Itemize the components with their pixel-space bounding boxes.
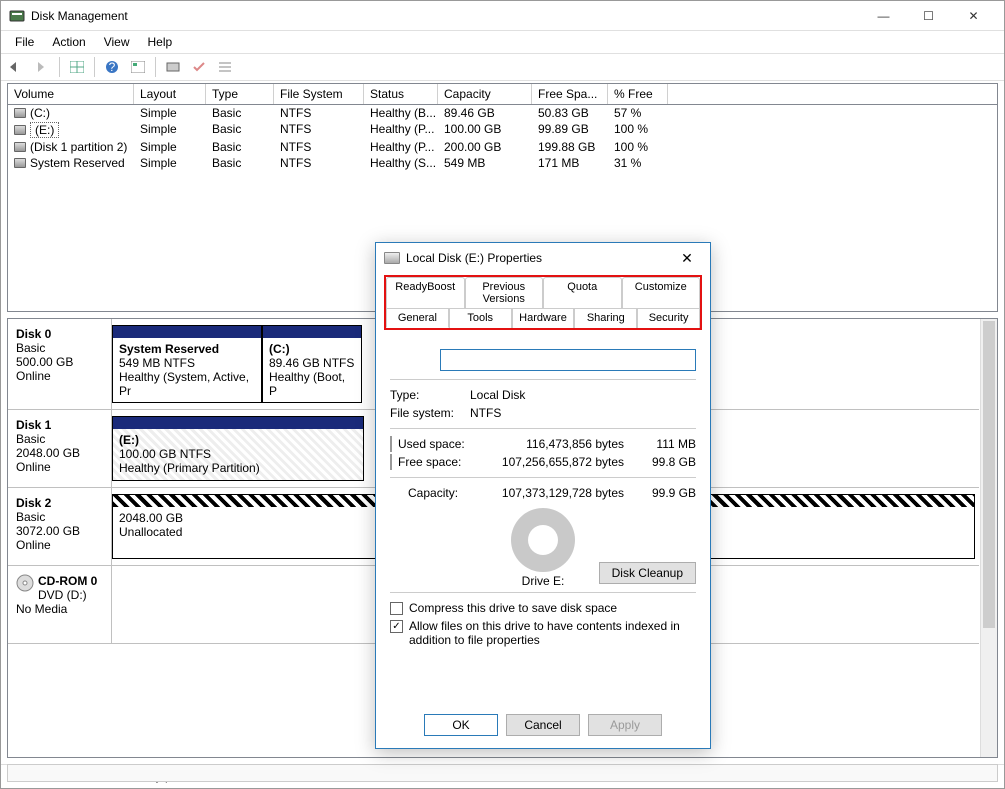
volume-row[interactable]: (E:)SimpleBasicNTFSHealthy (P...100.00 G… — [8, 121, 997, 139]
col-free[interactable]: Free Spa... — [532, 84, 608, 104]
free-label: Free space: — [398, 455, 461, 469]
col-status[interactable]: Status — [364, 84, 438, 104]
volume-name-input[interactable] — [440, 349, 696, 371]
tabs-highlight: ReadyBoostPrevious VersionsQuotaCustomiz… — [384, 275, 702, 330]
fs-label: File system: — [390, 406, 470, 420]
col-pct[interactable]: % Free — [608, 84, 668, 104]
menubar: File Action View Help — [1, 31, 1004, 53]
dialog-title: Local Disk (E:) Properties — [406, 251, 672, 265]
partition[interactable]: (E:)100.00 GB NTFSHealthy (Primary Parti… — [112, 416, 364, 481]
usage-pie-icon — [511, 508, 575, 572]
svg-text:?: ? — [109, 60, 116, 74]
back-button[interactable] — [5, 56, 27, 78]
col-capacity[interactable]: Capacity — [438, 84, 532, 104]
close-button[interactable]: ✕ — [951, 1, 996, 30]
type-value: Local Disk — [470, 388, 525, 402]
menu-help[interactable]: Help — [140, 33, 181, 51]
used-label: Used space: — [398, 437, 465, 451]
dialog-close-button[interactable]: ✕ — [672, 250, 702, 267]
view-grid-icon[interactable] — [66, 56, 88, 78]
titlebar: Disk Management — ☐ ✕ — [1, 1, 1004, 31]
minimize-button[interactable]: — — [861, 1, 906, 30]
partition[interactable]: (C:)89.46 GB NTFSHealthy (Boot, P — [262, 325, 362, 403]
settings-icon[interactable] — [127, 56, 149, 78]
volume-row[interactable]: System ReservedSimpleBasicNTFSHealthy (S… — [8, 155, 997, 171]
disk-label[interactable]: Disk 2Basic3072.00 GBOnline — [8, 488, 112, 565]
col-layout[interactable]: Layout — [134, 84, 206, 104]
tab-sharing[interactable]: Sharing — [574, 308, 637, 328]
index-checkbox[interactable]: ✓ — [390, 620, 403, 633]
tab-quota[interactable]: Quota — [543, 277, 622, 308]
menu-action[interactable]: Action — [44, 33, 93, 51]
volume-row[interactable]: (C:)SimpleBasicNTFSHealthy (B...89.46 GB… — [8, 105, 997, 121]
volume-icon — [390, 348, 418, 368]
compress-label: Compress this drive to save disk space — [409, 601, 617, 615]
maximize-button[interactable]: ☐ — [906, 1, 951, 30]
dialog-body: Type:Local Disk File system:NTFS Used sp… — [376, 336, 710, 704]
apply-icon[interactable] — [188, 56, 210, 78]
vertical-scrollbar[interactable] — [980, 319, 997, 757]
dialog-buttons: OK Cancel Apply — [376, 704, 710, 748]
ok-button[interactable]: OK — [424, 714, 498, 736]
cancel-button[interactable]: Cancel — [506, 714, 580, 736]
app-icon — [9, 8, 25, 24]
fs-value: NTFS — [470, 406, 501, 420]
tab-general[interactable]: General — [386, 308, 449, 328]
forward-button[interactable] — [31, 56, 53, 78]
index-label: Allow files on this drive to have conten… — [409, 619, 696, 647]
apply-button[interactable]: Apply — [588, 714, 662, 736]
tab-security[interactable]: Security — [637, 308, 700, 328]
type-label: Type: — [390, 388, 470, 402]
partition[interactable]: System Reserved549 MB NTFSHealthy (Syste… — [112, 325, 262, 403]
statusbar — [7, 764, 998, 782]
refresh-icon[interactable] — [162, 56, 184, 78]
free-human: 99.8 GB — [636, 455, 696, 469]
tab-tools[interactable]: Tools — [449, 308, 512, 328]
capacity-label: Capacity: — [390, 486, 490, 500]
disk-label[interactable]: Disk 1Basic2048.00 GBOnline — [8, 410, 112, 487]
drive-icon — [384, 252, 400, 264]
free-bytes: 107,256,655,872 bytes — [490, 455, 636, 469]
volume-row[interactable]: (Disk 1 partition 2)SimpleBasicNTFSHealt… — [8, 139, 997, 155]
toolbar: ? — [1, 53, 1004, 81]
disk-label[interactable]: Disk 0Basic500.00 GBOnline — [8, 319, 112, 409]
tab-previous versions[interactable]: Previous Versions — [465, 277, 544, 308]
col-type[interactable]: Type — [206, 84, 274, 104]
disk-label[interactable]: CD-ROM 0DVD (D:)No Media — [8, 566, 112, 643]
tab-readyboost[interactable]: ReadyBoost — [386, 277, 465, 308]
menu-view[interactable]: View — [96, 33, 138, 51]
dialog-titlebar: Local Disk (E:) Properties ✕ — [376, 243, 710, 273]
capacity-bytes: 107,373,129,728 bytes — [490, 486, 636, 500]
volume-list-header: Volume Layout Type File System Status Ca… — [8, 84, 997, 105]
used-swatch — [390, 436, 392, 452]
menu-file[interactable]: File — [7, 33, 42, 51]
tab-hardware[interactable]: Hardware — [512, 308, 575, 328]
used-bytes: 116,473,856 bytes — [490, 437, 636, 451]
list-icon[interactable] — [214, 56, 236, 78]
properties-dialog: Local Disk (E:) Properties ✕ ReadyBoostP… — [375, 242, 711, 749]
window-title: Disk Management — [31, 9, 861, 23]
disk-cleanup-button[interactable]: Disk Cleanup — [599, 562, 696, 584]
col-filesystem[interactable]: File System — [274, 84, 364, 104]
compress-checkbox[interactable] — [390, 602, 403, 615]
free-swatch — [390, 454, 392, 470]
capacity-human: 99.9 GB — [636, 486, 696, 500]
tab-customize[interactable]: Customize — [622, 277, 701, 308]
col-volume[interactable]: Volume — [8, 84, 134, 104]
used-human: 111 MB — [636, 437, 696, 451]
help-icon[interactable]: ? — [101, 56, 123, 78]
